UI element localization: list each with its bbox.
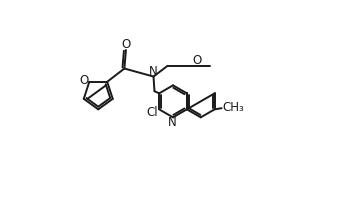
Text: O: O: [192, 54, 201, 67]
Text: CH₃: CH₃: [223, 101, 245, 114]
Text: O: O: [122, 38, 131, 51]
Text: N: N: [168, 116, 177, 129]
Text: O: O: [79, 74, 88, 87]
Text: N: N: [149, 65, 158, 78]
Text: Cl: Cl: [146, 106, 158, 119]
